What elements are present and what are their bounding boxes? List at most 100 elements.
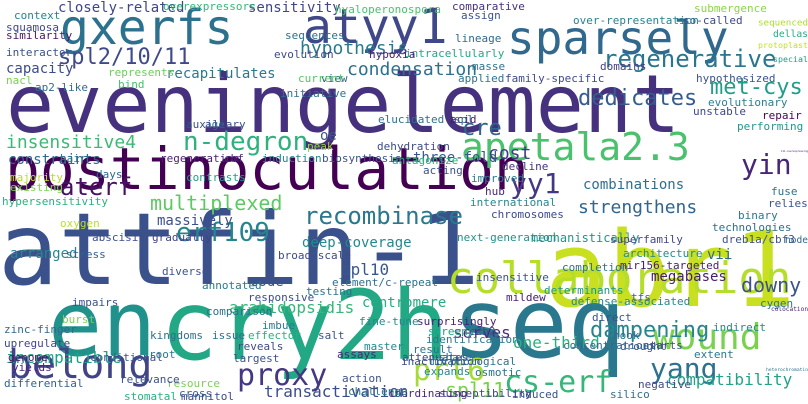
word: diverse xyxy=(162,265,209,278)
word: cry2h xyxy=(160,270,449,382)
word: evolution xyxy=(274,48,334,61)
word: n-degron xyxy=(183,127,309,157)
word: current xyxy=(298,72,345,85)
word: upregulate xyxy=(4,337,71,350)
word: protoplast xyxy=(758,40,808,51)
word: tfs xyxy=(631,291,651,304)
word: starts xyxy=(643,339,683,352)
word: conditional xyxy=(90,351,163,364)
word: superfamily xyxy=(610,233,683,246)
word: comparison xyxy=(206,305,273,318)
word: contrasts xyxy=(186,171,246,184)
word: hypothesized xyxy=(696,72,776,85)
word: comparative xyxy=(452,0,525,13)
word: testing xyxy=(306,285,353,298)
word: cre xyxy=(462,116,502,141)
word: coordinating xyxy=(388,387,468,400)
word: impairs xyxy=(72,296,119,309)
word: days xyxy=(96,168,123,181)
word: proxy xyxy=(237,358,328,393)
word: nacl xyxy=(6,74,33,87)
word: osmotic xyxy=(475,366,522,379)
word: sensitivity xyxy=(248,0,341,16)
word: biosynthesis xyxy=(322,152,402,165)
word: over-representation xyxy=(573,14,699,27)
word: insensitive4 xyxy=(6,132,137,153)
word: differential xyxy=(4,377,84,390)
word: oe xyxy=(320,128,337,144)
word: squamosa xyxy=(6,21,59,34)
word: centromere xyxy=(362,295,447,311)
word: induction xyxy=(262,152,322,165)
word: capacity xyxy=(6,61,74,77)
word: stress xyxy=(66,248,106,261)
word: hyaloperonospora xyxy=(335,3,441,16)
word: belong xyxy=(8,342,153,388)
word: code xyxy=(250,274,284,290)
word: kingdoms xyxy=(150,329,203,342)
word: submergence xyxy=(694,2,767,15)
word: imbue xyxy=(262,319,296,332)
word: share xyxy=(439,351,473,364)
word: aterf xyxy=(60,173,133,201)
word: atyy1 xyxy=(303,0,448,55)
word: transactivation xyxy=(264,382,409,401)
word: interactor xyxy=(6,46,73,59)
word: condensation xyxy=(347,59,478,80)
word: collaboration xyxy=(447,253,792,304)
word: heterochromatin xyxy=(766,366,808,373)
word: regenerative xyxy=(603,45,777,73)
word: similarity xyxy=(6,29,73,42)
word: completion xyxy=(562,261,629,274)
word: stomatal xyxy=(124,390,177,403)
word: applied xyxy=(458,72,505,85)
word: reveals xyxy=(237,340,284,353)
word: result xyxy=(413,343,453,356)
word: prt6 xyxy=(413,353,486,388)
word: burst xyxy=(62,313,96,326)
word: sequenced xyxy=(758,17,808,29)
word: domains xyxy=(600,60,647,73)
word: attenuates xyxy=(402,351,469,364)
word: multiplexed xyxy=(150,191,283,215)
word: dreb1a/cbf3 xyxy=(722,233,795,246)
word: cygen xyxy=(760,297,794,310)
word: arabidopsidis xyxy=(229,298,355,317)
word: peak xyxy=(307,140,334,153)
word: silico xyxy=(610,388,650,401)
word: spl2/10/11 xyxy=(58,45,191,70)
word: master xyxy=(364,340,404,353)
word: seq xyxy=(452,268,626,380)
word: gxerfs xyxy=(60,0,234,56)
word: majority xyxy=(10,171,63,184)
word: annotated xyxy=(202,279,262,292)
word: largest xyxy=(233,352,280,365)
word: action xyxy=(342,372,382,385)
word: masse xyxy=(472,60,506,73)
word: eveningelement xyxy=(6,58,681,151)
word: acting xyxy=(423,164,463,177)
word: relevance xyxy=(120,373,180,386)
word: salt xyxy=(318,329,345,342)
word: elucidated xyxy=(378,113,445,126)
word: en xyxy=(48,272,157,377)
word: hub xyxy=(485,185,505,198)
word: international xyxy=(470,196,557,209)
word: spl xyxy=(454,113,474,126)
word: extent xyxy=(694,348,734,361)
word: surprisingly xyxy=(417,315,497,328)
word: represents xyxy=(108,66,175,79)
word: sparsely xyxy=(507,11,729,65)
word: serves xyxy=(453,323,511,342)
word: attfin-1 xyxy=(0,191,480,308)
word: massively xyxy=(157,213,233,229)
word: yin xyxy=(741,148,792,181)
word: relies xyxy=(768,197,808,210)
word: zinc-finger xyxy=(4,323,77,336)
word: expands xyxy=(424,365,471,378)
word: abr1 xyxy=(545,209,796,331)
word: antagonize xyxy=(392,154,459,167)
word: indirect xyxy=(713,321,766,334)
word: cross xyxy=(179,387,213,400)
word: mildew xyxy=(506,291,546,304)
